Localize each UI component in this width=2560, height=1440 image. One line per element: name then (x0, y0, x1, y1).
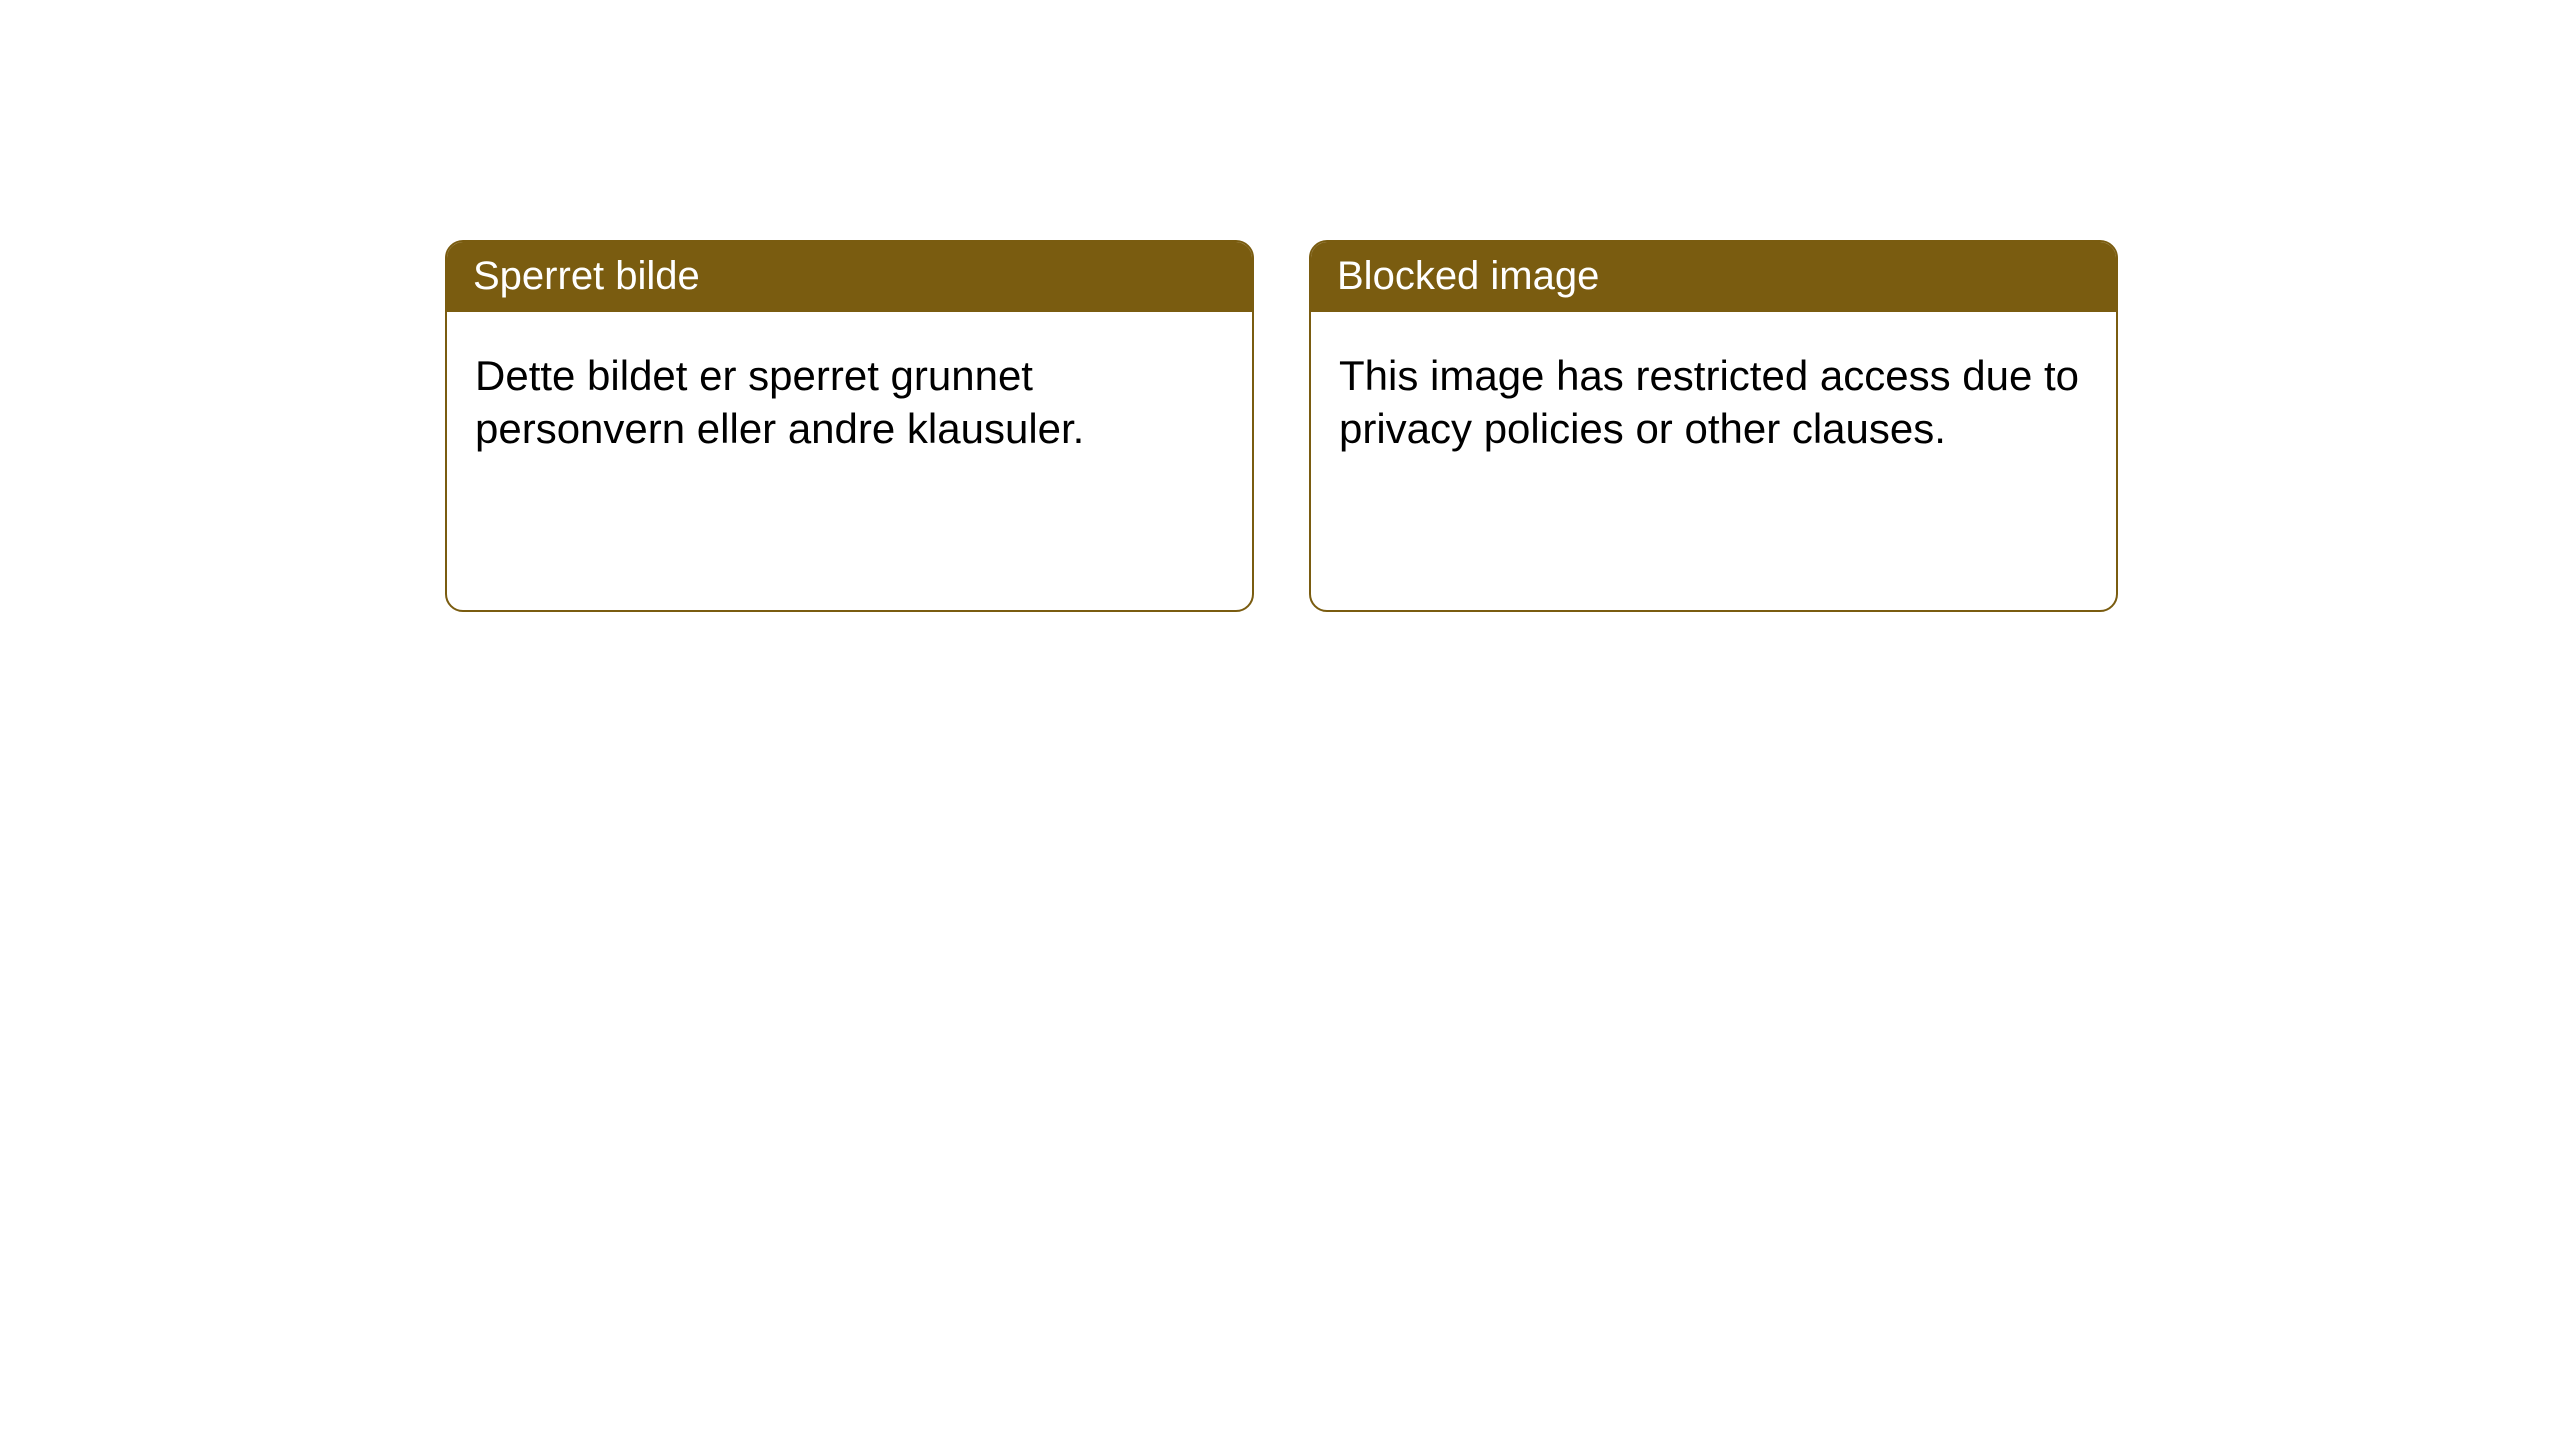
notice-body: This image has restricted access due to … (1311, 312, 2116, 610)
notice-body: Dette bildet er sperret grunnet personve… (447, 312, 1252, 610)
notice-header: Blocked image (1311, 242, 2116, 312)
notice-container: Sperret bilde Dette bildet er sperret gr… (0, 0, 2560, 612)
notice-card-norwegian: Sperret bilde Dette bildet er sperret gr… (445, 240, 1254, 612)
notice-header: Sperret bilde (447, 242, 1252, 312)
notice-card-english: Blocked image This image has restricted … (1309, 240, 2118, 612)
